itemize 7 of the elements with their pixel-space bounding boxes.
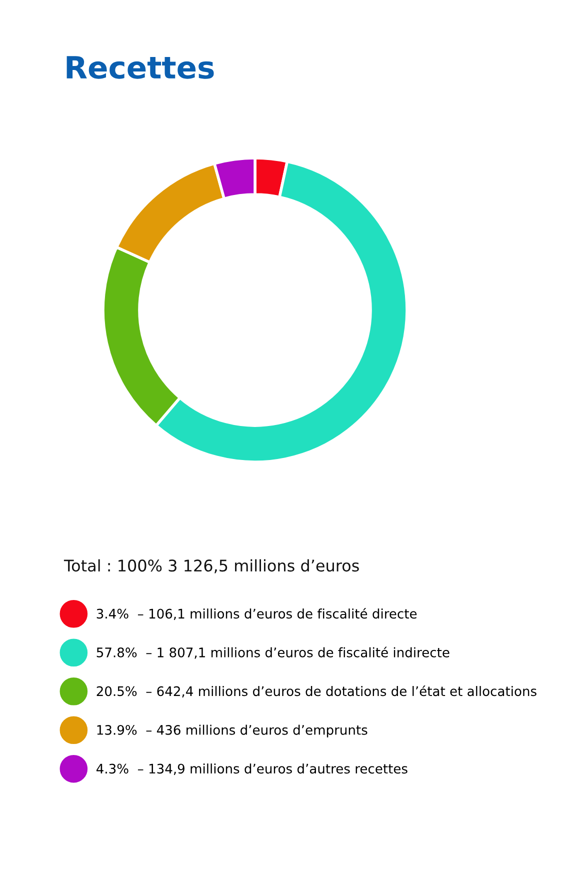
chart-title: Recettes — [66, 56, 214, 79]
text: Total : 100% 3 126,5 millions d’euros — [64, 559, 359, 574]
legend-label: 13.9% – 436 millions d’euros d’emprunts — [97, 724, 368, 738]
legend-label: 4.3% – 134,9 millions d’euros d’autres recettes — [96, 764, 408, 775]
legend-label: 3.4% – 106,1 millions d’euros de fiscalité directe — [96, 608, 417, 620]
legend-label: 57.8% – 1 807,1 millions d’euros de fiscalité indirecte — [96, 646, 450, 659]
legend-label: 20.5% – 642,4 millions d’euros de dotations de l’état et allocations — [96, 686, 536, 698]
